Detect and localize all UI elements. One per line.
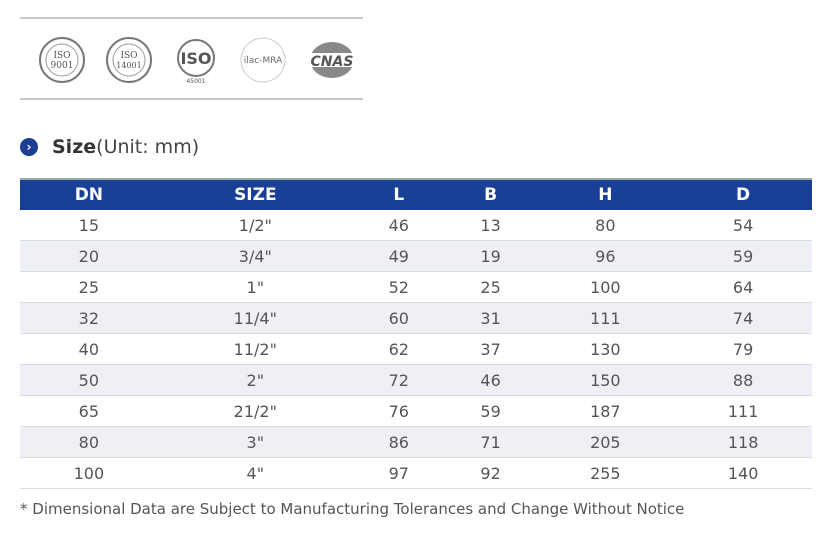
svg-text:45001: 45001 bbox=[186, 78, 205, 85]
table-cell: 40 bbox=[20, 333, 158, 365]
table-cell: 52 bbox=[352, 271, 445, 303]
table-cell: 64 bbox=[674, 271, 812, 303]
table-cell: 100 bbox=[536, 271, 675, 303]
table-cell: 49 bbox=[352, 240, 445, 272]
table-cell: 65 bbox=[20, 395, 158, 427]
table-cell: 72 bbox=[352, 364, 445, 396]
table-cell: 46 bbox=[352, 210, 445, 241]
column-header: DN bbox=[20, 178, 158, 210]
cnas-logo: CNAS bbox=[304, 34, 356, 86]
table-cell: 31 bbox=[444, 302, 537, 334]
table-cell: 1" bbox=[157, 271, 353, 303]
table-cell: 32 bbox=[20, 302, 158, 334]
table-cell: 11/2" bbox=[157, 333, 353, 365]
table-cell: 2" bbox=[157, 364, 353, 396]
footnote: * Dimensional Data are Subject to Manufa… bbox=[20, 500, 685, 518]
divider-top bbox=[20, 17, 363, 19]
table-cell: 140 bbox=[674, 457, 812, 489]
table-header-row: DN SIZE L B H D bbox=[20, 178, 812, 210]
table-row: 25 1" 52 25 100 64 bbox=[20, 271, 812, 303]
table-row: 80 3" 86 71 205 118 bbox=[20, 426, 812, 458]
table-cell: 71 bbox=[444, 426, 537, 458]
table-cell: 86 bbox=[352, 426, 445, 458]
title-unit: (Unit: mm) bbox=[96, 136, 200, 158]
chevron-right-circle-icon: › bbox=[20, 138, 38, 156]
svg-text:ilac-MRA: ilac-MRA bbox=[243, 56, 282, 66]
table-cell: 3/4" bbox=[157, 240, 353, 272]
table-cell: 20 bbox=[20, 240, 158, 272]
table-cell: 60 bbox=[352, 302, 445, 334]
column-header: L bbox=[352, 178, 445, 210]
svg-text:ISO: ISO bbox=[180, 49, 211, 68]
svg-text:ISO: ISO bbox=[120, 51, 137, 61]
table-cell: 97 bbox=[352, 457, 445, 489]
table-cell: 50 bbox=[20, 364, 158, 396]
column-header: D bbox=[674, 178, 812, 210]
table-row: 100 4" 97 92 255 140 bbox=[20, 457, 812, 489]
table-cell: 130 bbox=[536, 333, 675, 365]
table-cell: 13 bbox=[444, 210, 537, 241]
table-cell: 80 bbox=[536, 210, 675, 241]
table-cell: 37 bbox=[444, 333, 537, 365]
iso-9001-logo: ISO 9001 bbox=[36, 34, 88, 86]
table-cell: 4" bbox=[157, 457, 353, 489]
table-cell: 88 bbox=[674, 364, 812, 396]
table-cell: 74 bbox=[674, 302, 812, 334]
table-cell: 25 bbox=[20, 271, 158, 303]
table-cell: 19 bbox=[444, 240, 537, 272]
table-row: 20 3/4" 49 19 96 59 bbox=[20, 240, 812, 272]
table-cell: 79 bbox=[674, 333, 812, 365]
table-cell: 111 bbox=[536, 302, 675, 334]
table-cell: 92 bbox=[444, 457, 537, 489]
iso-45001-logo: ISO 45001 bbox=[170, 34, 222, 86]
table-row: 65 21/2" 76 59 187 111 bbox=[20, 395, 812, 427]
table-row: 40 11/2" 62 37 130 79 bbox=[20, 333, 812, 365]
table-cell: 80 bbox=[20, 426, 158, 458]
title-bold: Size bbox=[52, 136, 97, 158]
table-cell: 11/4" bbox=[157, 302, 353, 334]
table-row: 15 1/2" 46 13 80 54 bbox=[20, 210, 812, 241]
table-cell: 100 bbox=[20, 457, 158, 489]
table-cell: 3" bbox=[157, 426, 353, 458]
column-header: SIZE bbox=[157, 178, 353, 210]
table-cell: 96 bbox=[536, 240, 675, 272]
divider-bottom bbox=[20, 98, 363, 100]
table-cell: 59 bbox=[674, 240, 812, 272]
certification-logos: ISO 9001 ISO 14001 ISO 45001 ilac-MRA CNAS bbox=[28, 32, 363, 88]
svg-text:14001: 14001 bbox=[116, 61, 141, 70]
svg-text:9001: 9001 bbox=[50, 61, 73, 71]
table-cell: 255 bbox=[536, 457, 675, 489]
table-cell: 54 bbox=[674, 210, 812, 241]
table-cell: 59 bbox=[444, 395, 537, 427]
table-cell: 62 bbox=[352, 333, 445, 365]
table-cell: 111 bbox=[674, 395, 812, 427]
size-table: DN SIZE L B H D 15 1/2" 46 13 80 54 20 3/4" 49 19 96 59 2… bbox=[20, 178, 812, 489]
ilac-mra-logo: ilac-MRA bbox=[237, 34, 289, 86]
table-cell: 15 bbox=[20, 210, 158, 241]
table-cell: 25 bbox=[444, 271, 537, 303]
table-cell: 118 bbox=[674, 426, 812, 458]
table-row: 32 11/4" 60 31 111 74 bbox=[20, 302, 812, 334]
column-header: H bbox=[536, 178, 675, 210]
table-cell: 46 bbox=[444, 364, 537, 396]
table-cell: 21/2" bbox=[157, 395, 353, 427]
table-cell: 150 bbox=[536, 364, 675, 396]
iso-14001-logo: ISO 14001 bbox=[103, 34, 155, 86]
table-row: 50 2" 72 46 150 88 bbox=[20, 364, 812, 396]
svg-text:ISO: ISO bbox=[53, 51, 70, 61]
table-cell: 187 bbox=[536, 395, 675, 427]
table-cell: 1/2" bbox=[157, 210, 353, 241]
svg-text:CNAS: CNAS bbox=[310, 54, 353, 70]
table-cell: 76 bbox=[352, 395, 445, 427]
section-title: › Size (Unit: mm) bbox=[20, 136, 199, 158]
table-cell: 205 bbox=[536, 426, 675, 458]
column-header: B bbox=[444, 178, 537, 210]
